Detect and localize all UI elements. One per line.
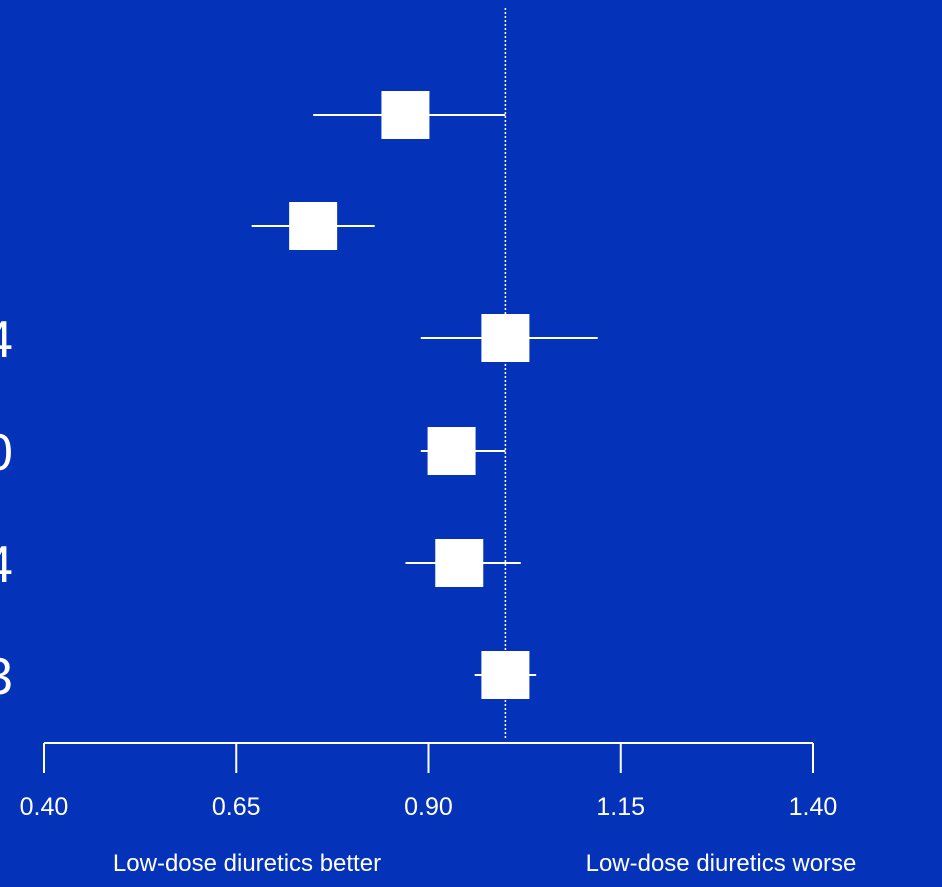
point-estimate-marker: [481, 651, 530, 699]
row-labels: 4 0 4 3: [0, 311, 13, 706]
row-label: 0: [0, 424, 13, 482]
xlabel-left: Low-dose diuretics better: [113, 850, 381, 877]
point-estimate-marker: [289, 202, 338, 250]
point-estimate-marker: [481, 314, 530, 362]
row-label: 3: [0, 648, 13, 706]
row-label: 4: [0, 536, 13, 594]
x-tick-label: 0.40: [20, 793, 69, 821]
estimate-rows: [251, 91, 598, 699]
point-estimate-marker: [427, 427, 476, 475]
row-label: 4: [0, 311, 13, 369]
x-axis: 0.40 0.65 0.90 1.15 1.40: [20, 742, 838, 821]
x-tick-label: 0.90: [404, 793, 453, 821]
x-tick-label: 1.15: [596, 793, 645, 821]
x-tick-label: 0.65: [212, 793, 261, 821]
point-estimate-marker: [435, 539, 484, 587]
x-tick-label: 1.40: [789, 793, 838, 821]
point-estimate-marker: [381, 91, 430, 139]
xlabel-right: Low-dose diuretics worse: [586, 850, 857, 877]
